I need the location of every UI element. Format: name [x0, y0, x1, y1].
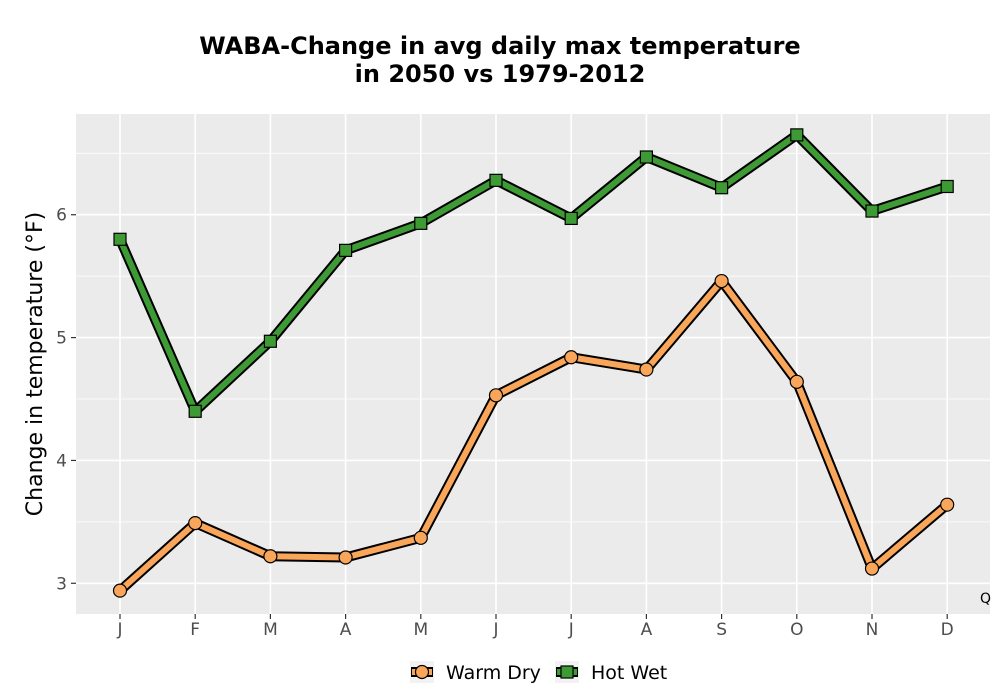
x-tick-label: N [866, 620, 879, 640]
series-line-hot-wet [117, 131, 951, 415]
axes: 3 4 5 6 J F M A M J J A S O N D [56, 206, 954, 640]
y-tick-label: 6 [56, 206, 67, 226]
data-point-hot-wet [489, 173, 503, 187]
data-point-warm-dry [112, 583, 128, 598]
legend-label: Hot Wet [591, 662, 667, 684]
corner-note: Q [980, 591, 991, 607]
data-point-warm-dry [639, 362, 654, 377]
data-point-warm-dry [789, 374, 804, 389]
data-point-hot-wet [188, 404, 202, 418]
legend-label: Warm Dry [446, 662, 541, 684]
chart-title-line-2: in 2050 vs 1979-2012 [354, 60, 646, 88]
data-point-hot-wet [714, 181, 729, 195]
data-point-warm-dry [263, 549, 278, 564]
data-point-warm-dry [564, 350, 579, 365]
y-tick-label: 3 [56, 574, 67, 594]
x-tick-label: A [641, 620, 653, 640]
x-tick-label: M [413, 620, 428, 640]
data-point-warm-dry [488, 388, 504, 403]
data-point-hot-wet [263, 334, 277, 348]
x-tick-label: J [116, 620, 122, 640]
data-point-hot-wet [564, 211, 578, 226]
legend-item-warm-dry: Warm Dry [410, 661, 541, 684]
legend-key-marker [414, 664, 430, 680]
data-point-warm-dry [188, 515, 203, 531]
series-line-warm-dry [117, 278, 951, 594]
data-point-hot-wet [414, 216, 428, 230]
y-tick-label: 5 [56, 329, 67, 349]
x-tick-label: D [941, 620, 954, 640]
data-point-hot-wet [339, 243, 353, 257]
x-tick-label: M [263, 620, 278, 640]
data-point-hot-wet [639, 150, 654, 164]
data-point-warm-dry [413, 530, 428, 545]
legend-item-hot-wet: Hot Wet [555, 661, 667, 684]
data-point-warm-dry [940, 497, 955, 512]
data-point-warm-dry [338, 550, 353, 565]
x-tick-label: J [492, 620, 498, 640]
legend: Warm Dry Hot Wet [410, 661, 667, 684]
legend-key-marker [560, 665, 574, 679]
x-tick-label: O [790, 620, 803, 640]
data-point-warm-dry [714, 273, 729, 289]
data-point-hot-wet [113, 232, 127, 246]
y-axis-title: Change in temperature (°F) [23, 212, 48, 516]
data-point-hot-wet [790, 128, 804, 142]
x-tick-label: F [190, 620, 200, 640]
x-tick-label: J [568, 620, 574, 640]
x-tick-label: S [716, 620, 727, 640]
chart-title-line-1: WABA-Change in avg daily max temperature [199, 32, 801, 60]
data-point-hot-wet [940, 179, 954, 194]
data-point-hot-wet [865, 204, 879, 218]
x-tick-label: A [340, 620, 352, 640]
chart-title: WABA-Change in avg daily max temperature… [0, 32, 1000, 88]
series-layer [112, 128, 955, 598]
data-point-warm-dry [864, 561, 880, 576]
y-tick-label: 4 [56, 451, 67, 471]
